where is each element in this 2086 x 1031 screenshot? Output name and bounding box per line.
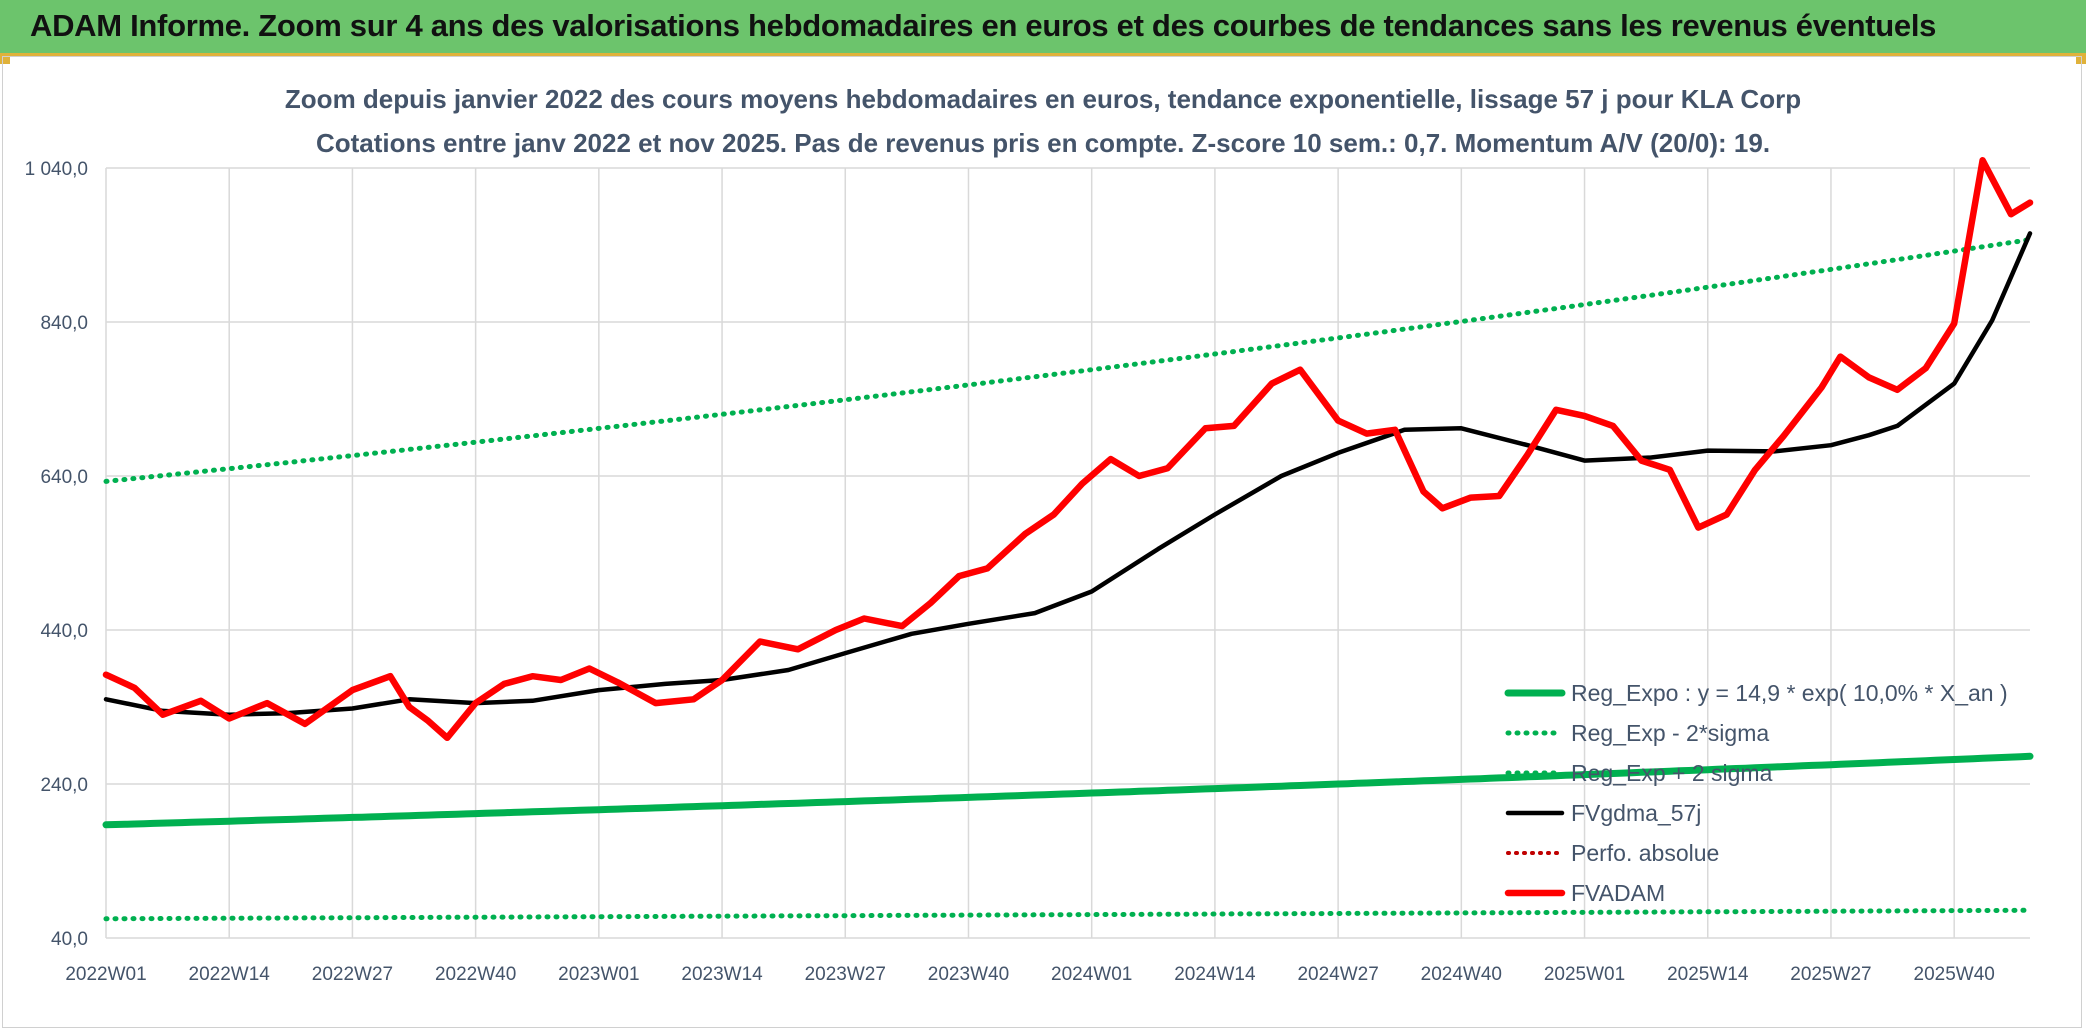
series-line-reg-expo — [102, 752, 2034, 829]
legend-label: Perfo. absolue — [1571, 840, 1719, 866]
legend-label: Reg_Exp - 2*sigma — [1571, 720, 1769, 746]
legend-label: Reg_Exp + 2 sigma — [1571, 760, 1773, 786]
x-tick-label: 2022W14 — [189, 964, 271, 985]
y-tick-label: 240,0 — [40, 775, 88, 796]
x-tick-label: 2022W01 — [65, 964, 146, 985]
header-banner: ADAM Informe. Zoom sur 4 ans des valoris… — [0, 0, 2086, 56]
x-tick-label: 2025W40 — [1914, 964, 1995, 985]
chart-frame — [2, 56, 2082, 1028]
x-tick-label: 2023W01 — [558, 964, 639, 985]
x-tick-label: 2023W27 — [805, 964, 886, 985]
y-tick-label: 640,0 — [40, 467, 88, 488]
chart-title: Zoom depuis janvier 2022 des cours moyen… — [285, 84, 1801, 114]
legend: Reg_Expo : y = 14,9 * exp( 10,0% * X_an … — [1504, 680, 2008, 906]
x-tick-label: 2023W40 — [928, 964, 1009, 985]
series-line-reg-exp — [103, 237, 2033, 484]
x-tick-label: 2024W27 — [1297, 964, 1378, 985]
x-tick-label: 2025W14 — [1667, 964, 1749, 985]
series-line-fvadam — [102, 157, 2034, 742]
y-axis: 1 040,0 840,0 640,0 440,0 240,0 40,0 — [25, 159, 88, 950]
grid — [105, 167, 2030, 939]
x-tick-label: 2025W01 — [1544, 964, 1625, 985]
x-tick-label: 2022W40 — [435, 964, 516, 985]
legend-label: Reg_Expo : y = 14,9 * exp( 10,0% * X_an … — [1571, 680, 2008, 706]
y-tick-label: 440,0 — [40, 621, 88, 642]
series-line-reg-exp — [103, 907, 2033, 922]
y-tick-label: 1 040,0 — [25, 159, 88, 180]
x-axis: 2022W01 2022W14 2022W27 2022W40 2023W01 2023W… — [65, 964, 1995, 985]
x-tick-label: 2022W27 — [312, 964, 393, 985]
series-lines — [102, 157, 2034, 922]
x-tick-label: 2023W14 — [681, 964, 763, 985]
x-tick-label: 2024W14 — [1174, 964, 1256, 985]
y-tick-label: 40,0 — [51, 929, 88, 950]
x-tick-label: 2025W27 — [1790, 964, 1871, 985]
x-tick-label: 2024W01 — [1051, 964, 1132, 985]
x-tick-label: 2024W40 — [1421, 964, 1502, 985]
corner-marker-left — [0, 56, 10, 64]
legend-label: FVADAM — [1571, 880, 1665, 906]
legend-label: FVgdma_57j — [1571, 800, 1701, 826]
chart-subtitle: Cotations entre janv 2022 et nov 2025. P… — [316, 128, 1770, 158]
series-line-fvgdma-57j — [103, 231, 2033, 717]
y-tick-label: 840,0 — [40, 313, 88, 334]
banner-title: ADAM Informe. Zoom sur 4 ans des valoris… — [30, 8, 1937, 43]
